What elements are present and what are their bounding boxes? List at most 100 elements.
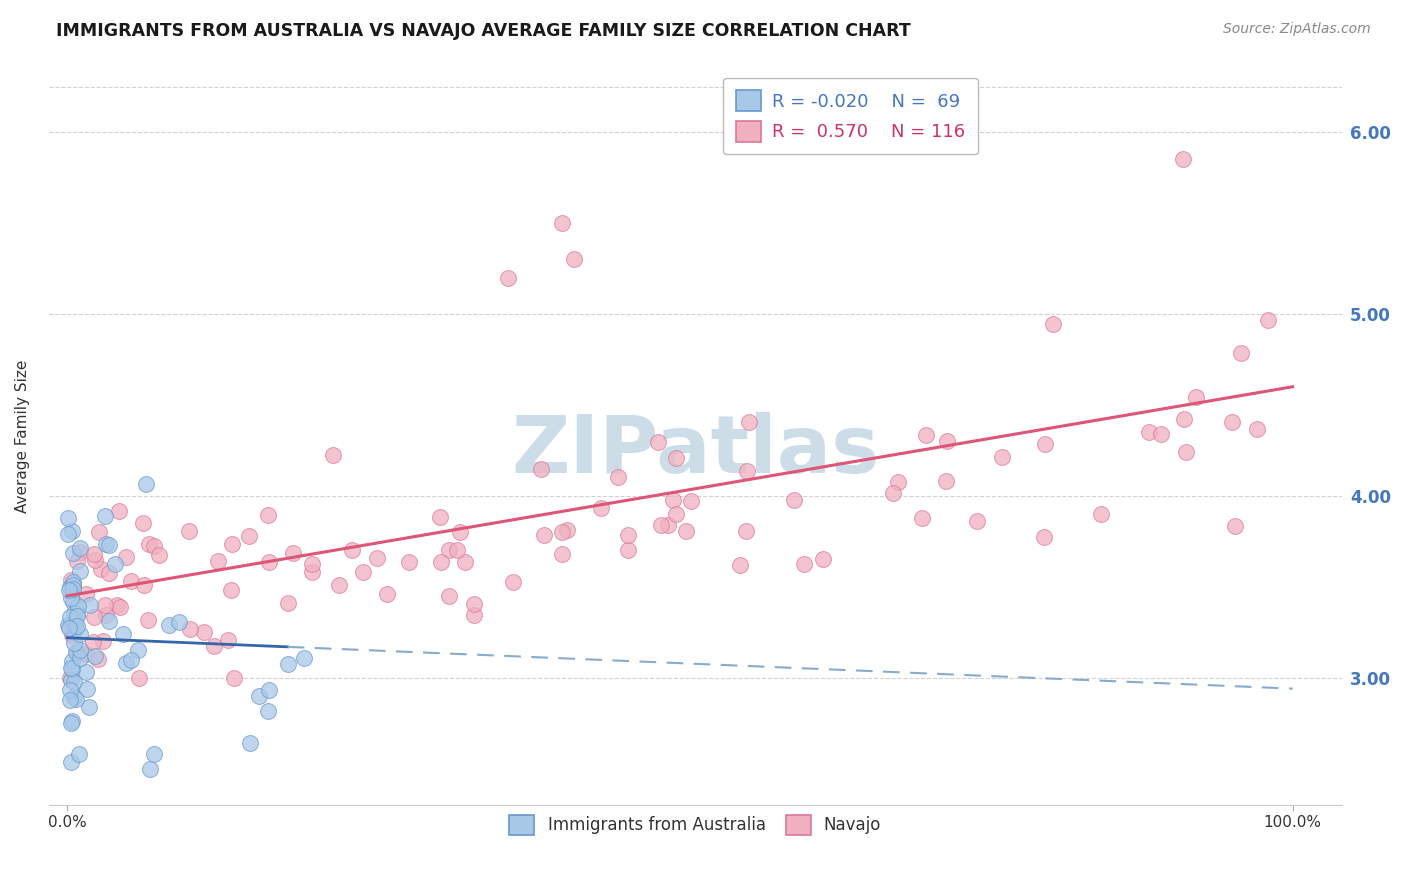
Point [143,747,166,761]
Point [75,665,97,679]
Point [398,555,420,569]
Point [86,652,108,666]
Point [62,578,84,592]
Text: Source: ZipAtlas.com: Source: ZipAtlas.com [1223,22,1371,37]
Point [219,582,242,597]
Point [193,625,215,640]
Point [66,607,89,621]
Point [62,582,84,596]
Point [429,510,451,524]
Point [533,528,555,542]
Point [62,628,84,642]
Point [82,635,104,649]
Point [59,683,82,698]
Point [550,216,572,230]
Point [60,755,83,769]
Point [783,493,806,508]
Point [63,624,86,639]
Point [142,539,165,553]
Point [887,475,910,489]
Point [115,550,138,565]
Point [449,525,471,540]
Point [301,557,323,571]
Point [1222,416,1244,430]
Point [454,555,477,569]
Text: IMMIGRANTS FROM AUSTRALIA VS NAVAJO AVERAGE FAMILY SIZE CORRELATION CHART: IMMIGRANTS FROM AUSTRALIA VS NAVAJO AVER… [56,22,911,40]
Point [247,689,270,703]
Point [97,537,120,551]
Point [83,547,105,561]
Point [94,599,117,613]
Point [502,574,524,589]
Point [935,475,957,489]
Point [281,546,304,560]
Point [75,586,97,600]
Point [617,528,640,542]
Point [75,647,97,661]
Point [83,610,105,624]
Point [157,617,180,632]
Point [1246,422,1268,436]
Point [135,477,157,491]
Point [222,671,245,685]
Point [63,606,86,620]
Point [69,650,91,665]
Point [911,511,934,525]
Point [59,591,82,605]
Point [662,493,685,508]
Point [238,529,260,543]
Point [292,650,315,665]
Point [342,543,364,558]
Point [207,553,229,567]
Point [1174,445,1197,459]
Point [665,450,688,465]
Point [66,554,89,568]
Point [59,661,82,675]
Point [94,537,117,551]
Point [966,514,988,528]
Point [134,578,156,592]
Point [437,589,460,603]
Point [59,671,82,685]
Point [58,510,80,524]
Point [66,609,89,624]
Point [97,566,120,581]
Point [58,527,80,541]
Point [69,545,91,559]
Point [69,564,91,578]
Point [60,662,83,676]
Point [90,562,112,576]
Point [69,643,91,657]
Point [366,550,388,565]
Point [65,645,87,659]
Point [1033,531,1056,545]
Point [58,620,80,634]
Point [59,574,82,588]
Point [530,461,553,475]
Point [69,541,91,555]
Point [59,673,82,687]
Point [463,608,485,623]
Point [120,653,142,667]
Point [1230,345,1253,359]
Point [66,646,89,660]
Point [675,524,697,538]
Point [62,674,84,689]
Point [914,427,936,442]
Point [148,548,170,562]
Point [84,648,107,663]
Point [792,557,814,571]
Point [63,615,86,630]
Point [1185,390,1208,404]
Point [257,682,280,697]
Point [1033,437,1056,451]
Point [555,523,578,537]
Point [352,566,374,580]
Point [91,633,114,648]
Point [239,736,262,750]
Point [277,596,299,610]
Point [1090,507,1112,521]
Point [76,681,98,696]
Point [177,524,200,538]
Point [67,599,90,613]
